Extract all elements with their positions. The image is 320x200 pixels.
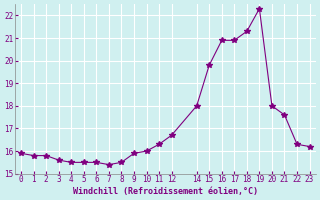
X-axis label: Windchill (Refroidissement éolien,°C): Windchill (Refroidissement éolien,°C) (73, 187, 258, 196)
